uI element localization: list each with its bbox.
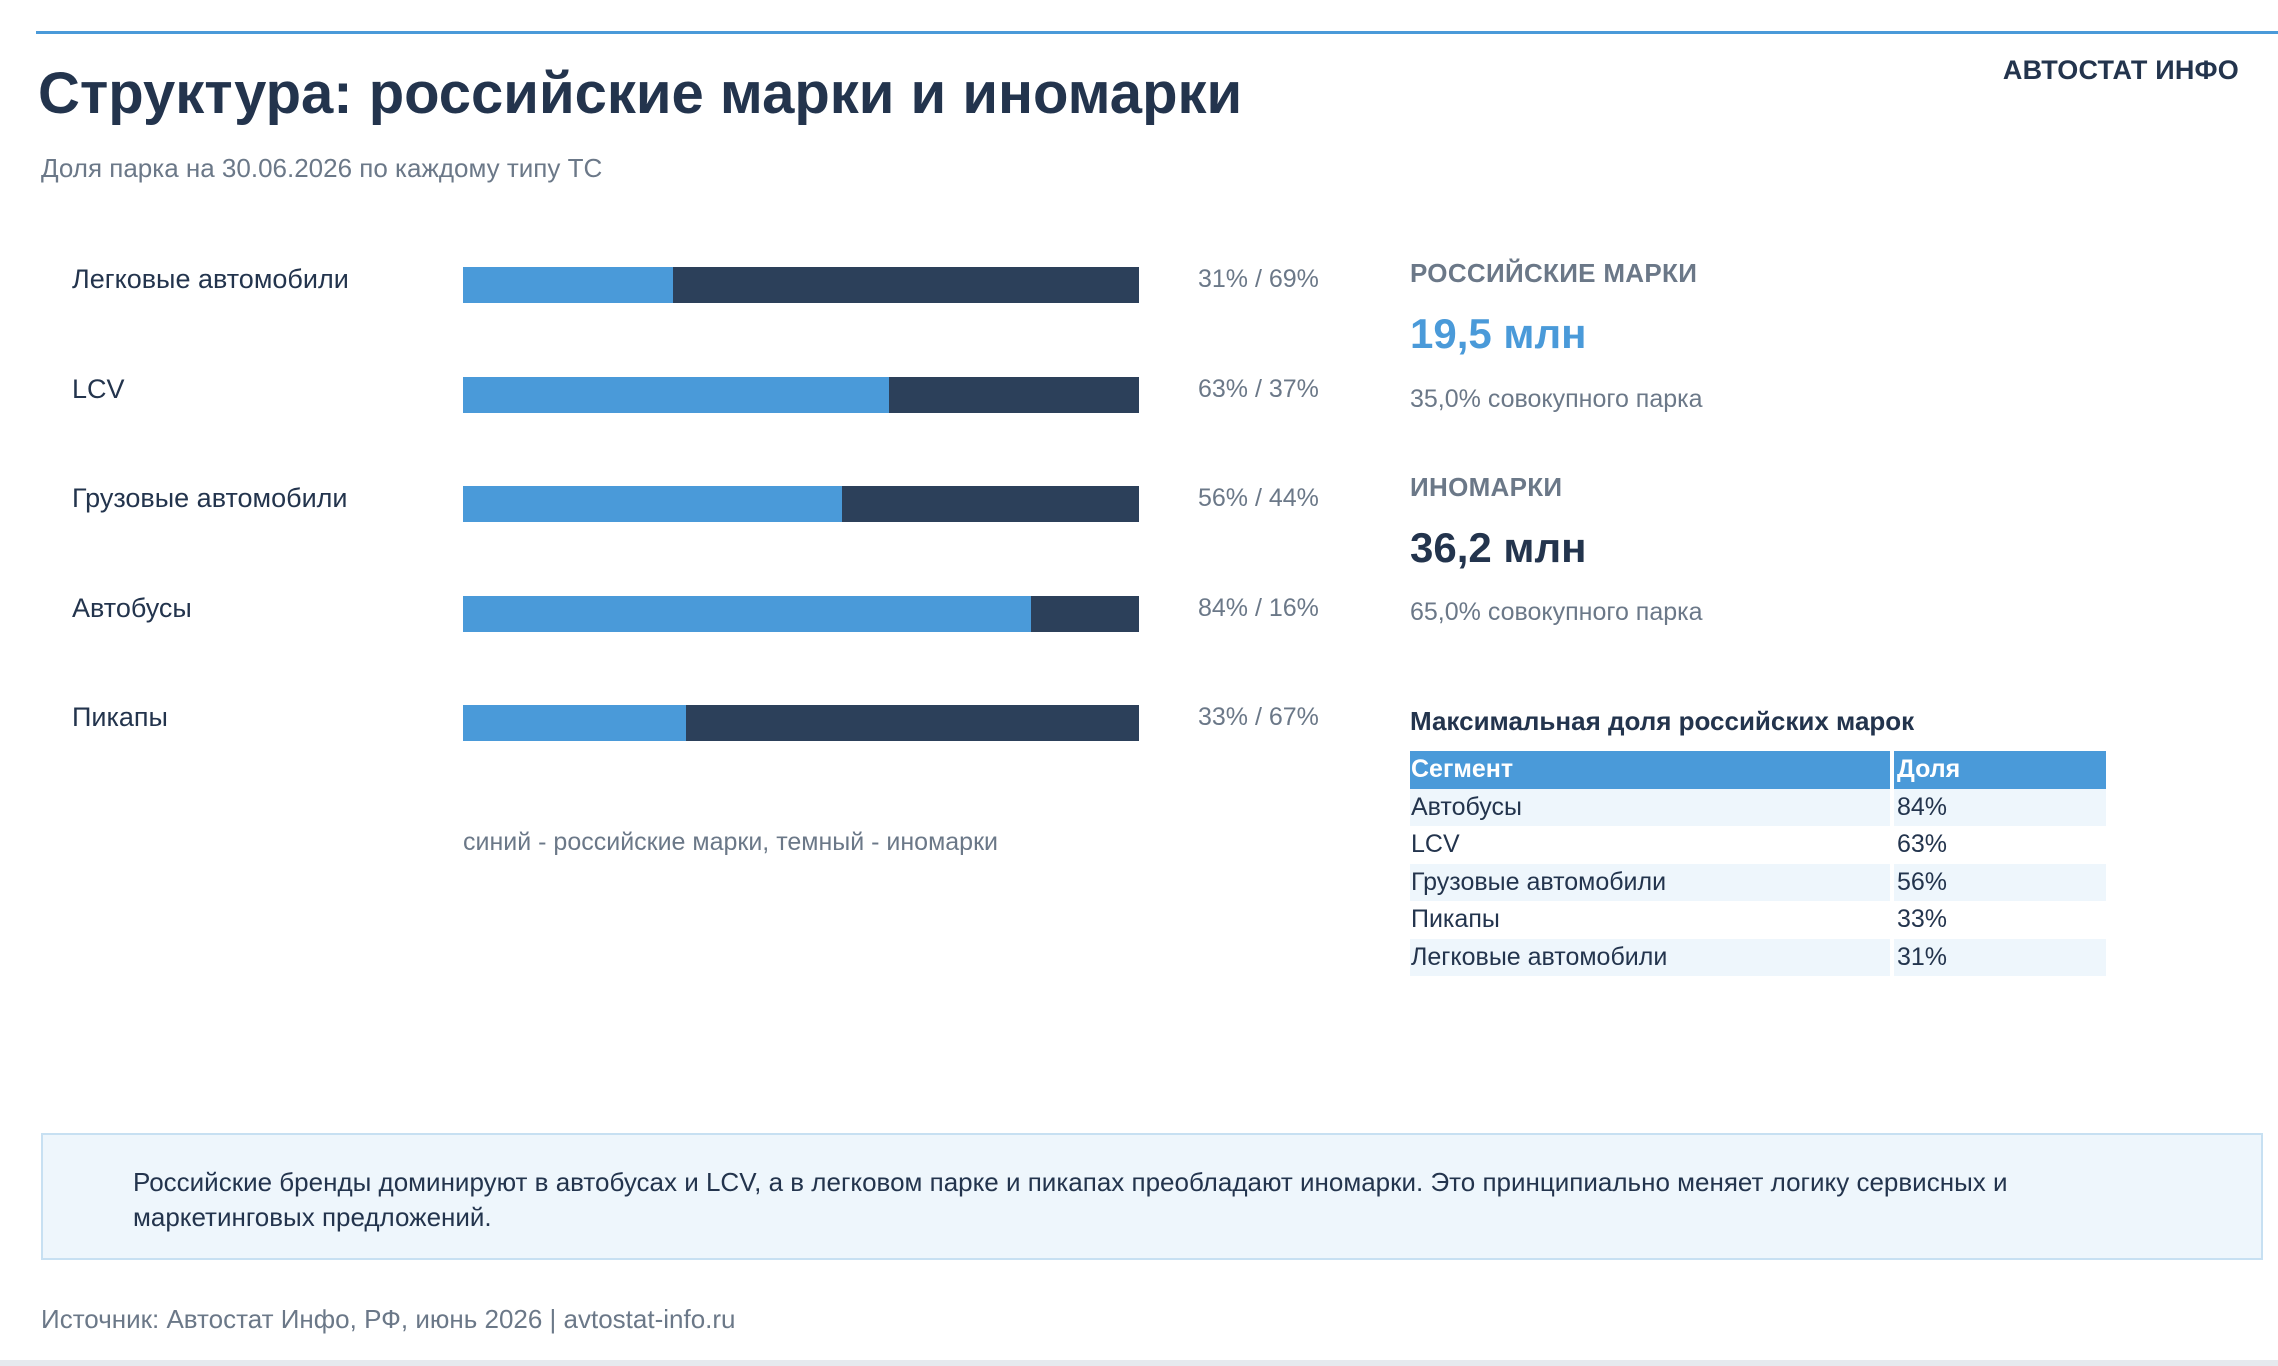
table-cell-segment: LCV: [1411, 830, 1460, 858]
bar-russian: [463, 595, 1031, 632]
table-header-segment: Сегмент: [1410, 751, 1890, 789]
page-title: Структура: российские марки и иномарки: [38, 61, 1243, 126]
bar-data-label: 84% / 16%: [1198, 593, 1319, 622]
table-title: Максимальная доля российских марок: [1410, 706, 1915, 736]
table-cell-segment: Автобусы: [1410, 788, 1890, 826]
bar-russian: [463, 705, 686, 741]
kpi-russian-label: РОССИЙСКИЕ МАРКИ: [1410, 258, 1698, 288]
bar-data-label: 56% / 44%: [1198, 484, 1319, 512]
page-subtitle: Доля парка на 30.06.2026 по каждому типу…: [41, 153, 603, 183]
kpi-russian-value: 19,5 млн: [1410, 310, 1587, 357]
bar-foreign: [463, 376, 1139, 413]
category-label: Легковые автомобили: [72, 264, 349, 294]
bar-foreign: [463, 486, 1139, 522]
brand-logo-text: АВТОСТАТ ИНФО: [2002, 55, 2239, 85]
category-label: Автобусы: [72, 592, 192, 623]
kpi-foreign-value: 36,2 млн: [1410, 524, 1587, 571]
bar-foreign: [463, 705, 1139, 741]
table-cell-share: 63%: [1897, 830, 1948, 858]
table-header-share: Доля: [1894, 751, 2106, 789]
category-label: Грузовые автомобили: [72, 483, 348, 513]
table-row: Грузовые автомобили 56%: [1410, 863, 2106, 901]
table-cell-segment: Грузовые автомобили: [1410, 863, 1890, 901]
bar-russian: [463, 376, 889, 413]
table-row: LCV 63%: [1410, 826, 2106, 864]
share-table: Сегмент Доля Автобусы 84% LCV 63% Грузов…: [1410, 751, 2106, 976]
kpi-russian-share: 35,0% совокупного парка: [1410, 385, 1703, 413]
table-cell-segment: Легковые автомобили: [1410, 938, 1890, 976]
table-row: Легковые автомобили 31%: [1410, 938, 2106, 976]
insight-callout: Российские бренды доминируют в автобусах…: [41, 1133, 2263, 1260]
category-label: Пикапы: [72, 702, 168, 732]
source-note: Источник: Автостат Инфо, РФ, июнь 2026 |…: [41, 1304, 736, 1334]
category-label: LCV: [72, 373, 125, 404]
bar-russian: [463, 486, 842, 522]
bar-data-label: 31% / 69%: [1198, 265, 1319, 293]
bar-russian: [463, 267, 673, 303]
table-header-row: Сегмент Доля: [1410, 751, 2106, 789]
bar-foreign: [463, 595, 1139, 632]
table-cell-share: 84%: [1894, 788, 2106, 826]
chart-legend-note: синий - российские марки, темный - инома…: [463, 828, 998, 856]
kpi-foreign-label: ИНОМАРКИ: [1410, 472, 1563, 502]
kpi-foreign-share: 65,0% совокупного парка: [1410, 598, 1703, 626]
top-rule: [36, 31, 2278, 34]
insight-text: Российские бренды доминируют в автобусах…: [133, 1167, 2008, 1232]
table-cell-share: 33%: [1897, 905, 1948, 933]
table-row: Автобусы 84%: [1410, 788, 2106, 826]
table-cell-segment: Пикапы: [1411, 905, 1500, 933]
bottom-rule: [0, 1360, 2278, 1366]
bar-foreign: [463, 267, 1139, 303]
table-row: Пикапы 33%: [1410, 901, 2106, 939]
table-cell-share: 31%: [1894, 938, 2106, 976]
bar-data-label: 63% / 37%: [1198, 374, 1319, 403]
bar-data-label: 33% / 67%: [1198, 703, 1319, 731]
stacked-bar-chart: Легковые автомобили 31% / 69% LCV 63% / 37%…: [0, 0, 1350, 900]
table-cell-share: 56%: [1894, 863, 2106, 901]
